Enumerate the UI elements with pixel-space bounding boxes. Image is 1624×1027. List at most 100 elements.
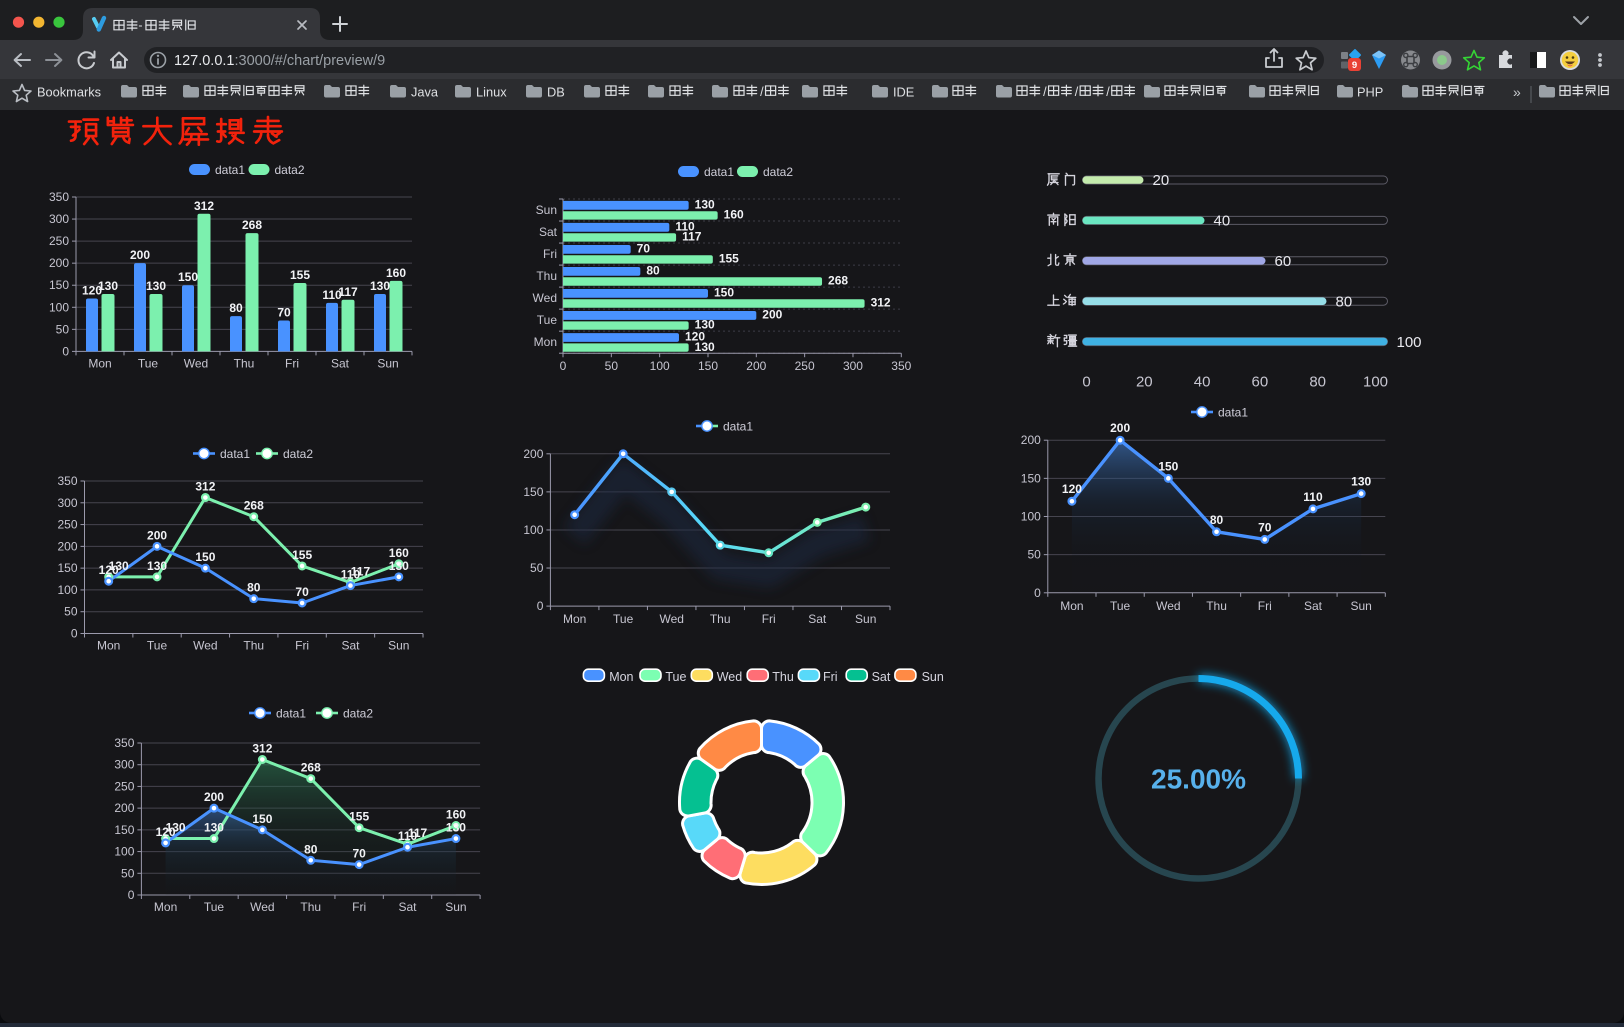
svg-text:130: 130 bbox=[109, 559, 129, 573]
svg-text:50: 50 bbox=[121, 866, 135, 880]
svg-text:130: 130 bbox=[695, 318, 715, 332]
svg-text:/: / bbox=[1106, 85, 1110, 99]
svg-text:data1: data1 bbox=[704, 165, 734, 179]
svg-text:130: 130 bbox=[695, 340, 715, 354]
svg-text:Linux: Linux bbox=[476, 85, 507, 100]
svg-text:130: 130 bbox=[166, 821, 186, 835]
svg-text:Sat: Sat bbox=[399, 900, 418, 914]
svg-text:Fri: Fri bbox=[823, 670, 838, 684]
svg-text:200: 200 bbox=[114, 801, 134, 815]
svg-text:Wed: Wed bbox=[184, 356, 208, 370]
svg-text:Tue: Tue bbox=[613, 612, 634, 626]
svg-text:130: 130 bbox=[204, 821, 224, 835]
svg-text:127.0.0.1:3000/#/chart/preview: 127.0.0.1:3000/#/chart/preview/9 bbox=[174, 53, 385, 69]
svg-text:50: 50 bbox=[605, 359, 619, 373]
svg-text:Wed: Wed bbox=[717, 670, 743, 684]
svg-text:data2: data2 bbox=[343, 707, 373, 721]
svg-text:117: 117 bbox=[351, 565, 371, 579]
svg-text:300: 300 bbox=[843, 359, 863, 373]
svg-text:120: 120 bbox=[685, 329, 705, 343]
svg-text:130: 130 bbox=[446, 821, 466, 835]
svg-text:Tue: Tue bbox=[665, 670, 686, 684]
svg-text:Fri: Fri bbox=[352, 900, 366, 914]
svg-text:160: 160 bbox=[724, 208, 744, 222]
svg-text:Sun: Sun bbox=[536, 203, 557, 217]
svg-text:Sat: Sat bbox=[331, 356, 350, 370]
svg-text:60: 60 bbox=[1252, 374, 1269, 391]
svg-text:Mon: Mon bbox=[563, 612, 586, 626]
svg-text:Thu: Thu bbox=[772, 670, 794, 684]
svg-text:200: 200 bbox=[1110, 421, 1130, 435]
svg-text:155: 155 bbox=[290, 268, 310, 282]
svg-text:250: 250 bbox=[795, 359, 815, 373]
svg-text:200: 200 bbox=[523, 447, 543, 461]
svg-text:110: 110 bbox=[341, 568, 361, 582]
svg-text:100: 100 bbox=[650, 359, 670, 373]
svg-text:Tue: Tue bbox=[204, 900, 225, 914]
svg-text:data2: data2 bbox=[283, 447, 313, 461]
svg-text:110: 110 bbox=[398, 829, 418, 843]
svg-text:200: 200 bbox=[204, 790, 224, 804]
svg-text:40: 40 bbox=[1214, 213, 1231, 230]
svg-text:25.00%: 25.00% bbox=[1151, 764, 1246, 795]
svg-text:100: 100 bbox=[49, 300, 69, 314]
svg-text:50: 50 bbox=[1027, 548, 1041, 562]
svg-text:120: 120 bbox=[156, 825, 176, 839]
svg-text:data2: data2 bbox=[763, 165, 793, 179]
svg-text:100: 100 bbox=[114, 845, 134, 859]
svg-text:160: 160 bbox=[386, 266, 406, 280]
svg-text:/: / bbox=[1075, 85, 1079, 99]
svg-text:130: 130 bbox=[389, 559, 409, 573]
svg-text:0: 0 bbox=[537, 599, 544, 613]
svg-text:Mon: Mon bbox=[88, 356, 111, 370]
svg-text:200: 200 bbox=[762, 307, 782, 321]
svg-text:110: 110 bbox=[675, 219, 695, 233]
svg-text:130: 130 bbox=[147, 559, 167, 573]
svg-text:312: 312 bbox=[195, 480, 215, 494]
svg-text:data1: data1 bbox=[723, 420, 753, 434]
svg-text:200: 200 bbox=[746, 359, 766, 373]
svg-text:70: 70 bbox=[637, 241, 651, 255]
svg-text:80: 80 bbox=[229, 301, 243, 315]
svg-text:350: 350 bbox=[114, 736, 134, 750]
svg-text:200: 200 bbox=[147, 528, 167, 542]
svg-text:Sat: Sat bbox=[872, 670, 891, 684]
svg-text:117: 117 bbox=[338, 285, 358, 299]
svg-text:120: 120 bbox=[82, 283, 102, 297]
svg-text:250: 250 bbox=[114, 779, 134, 793]
svg-text:0: 0 bbox=[1082, 374, 1090, 391]
svg-text:300: 300 bbox=[114, 758, 134, 772]
svg-text:Sat: Sat bbox=[341, 639, 360, 653]
svg-text:PHP: PHP bbox=[1357, 85, 1383, 100]
svg-text:268: 268 bbox=[242, 218, 262, 232]
svg-text:Tue: Tue bbox=[138, 356, 159, 370]
svg-text:150: 150 bbox=[57, 561, 77, 575]
svg-text:70: 70 bbox=[277, 306, 291, 320]
svg-text:data1: data1 bbox=[276, 707, 306, 721]
svg-text:IDE: IDE bbox=[893, 85, 914, 100]
svg-text:DB: DB bbox=[547, 85, 565, 100]
svg-text:130: 130 bbox=[1351, 475, 1371, 489]
svg-text:0: 0 bbox=[62, 344, 69, 358]
svg-text:20: 20 bbox=[1136, 374, 1153, 391]
svg-text:Mon: Mon bbox=[609, 670, 633, 684]
svg-text:155: 155 bbox=[719, 252, 739, 266]
svg-text:300: 300 bbox=[57, 496, 77, 510]
svg-text:110: 110 bbox=[1303, 490, 1323, 504]
svg-text:Wed: Wed bbox=[250, 900, 274, 914]
svg-text:20: 20 bbox=[1153, 172, 1170, 189]
svg-text:150: 150 bbox=[178, 270, 198, 284]
svg-text:Bookmarks: Bookmarks bbox=[37, 85, 101, 100]
svg-text:-: - bbox=[138, 19, 142, 33]
svg-text:155: 155 bbox=[292, 548, 312, 562]
svg-text:Sun: Sun bbox=[855, 612, 876, 626]
svg-text:70: 70 bbox=[352, 847, 366, 861]
svg-text:40: 40 bbox=[1194, 374, 1211, 391]
svg-text:155: 155 bbox=[349, 810, 369, 824]
svg-text:312: 312 bbox=[252, 742, 272, 756]
svg-text:130: 130 bbox=[98, 279, 118, 293]
svg-text:150: 150 bbox=[1021, 471, 1041, 485]
svg-text:50: 50 bbox=[64, 605, 78, 619]
svg-text:70: 70 bbox=[295, 585, 309, 599]
svg-text:9: 9 bbox=[1352, 60, 1357, 71]
